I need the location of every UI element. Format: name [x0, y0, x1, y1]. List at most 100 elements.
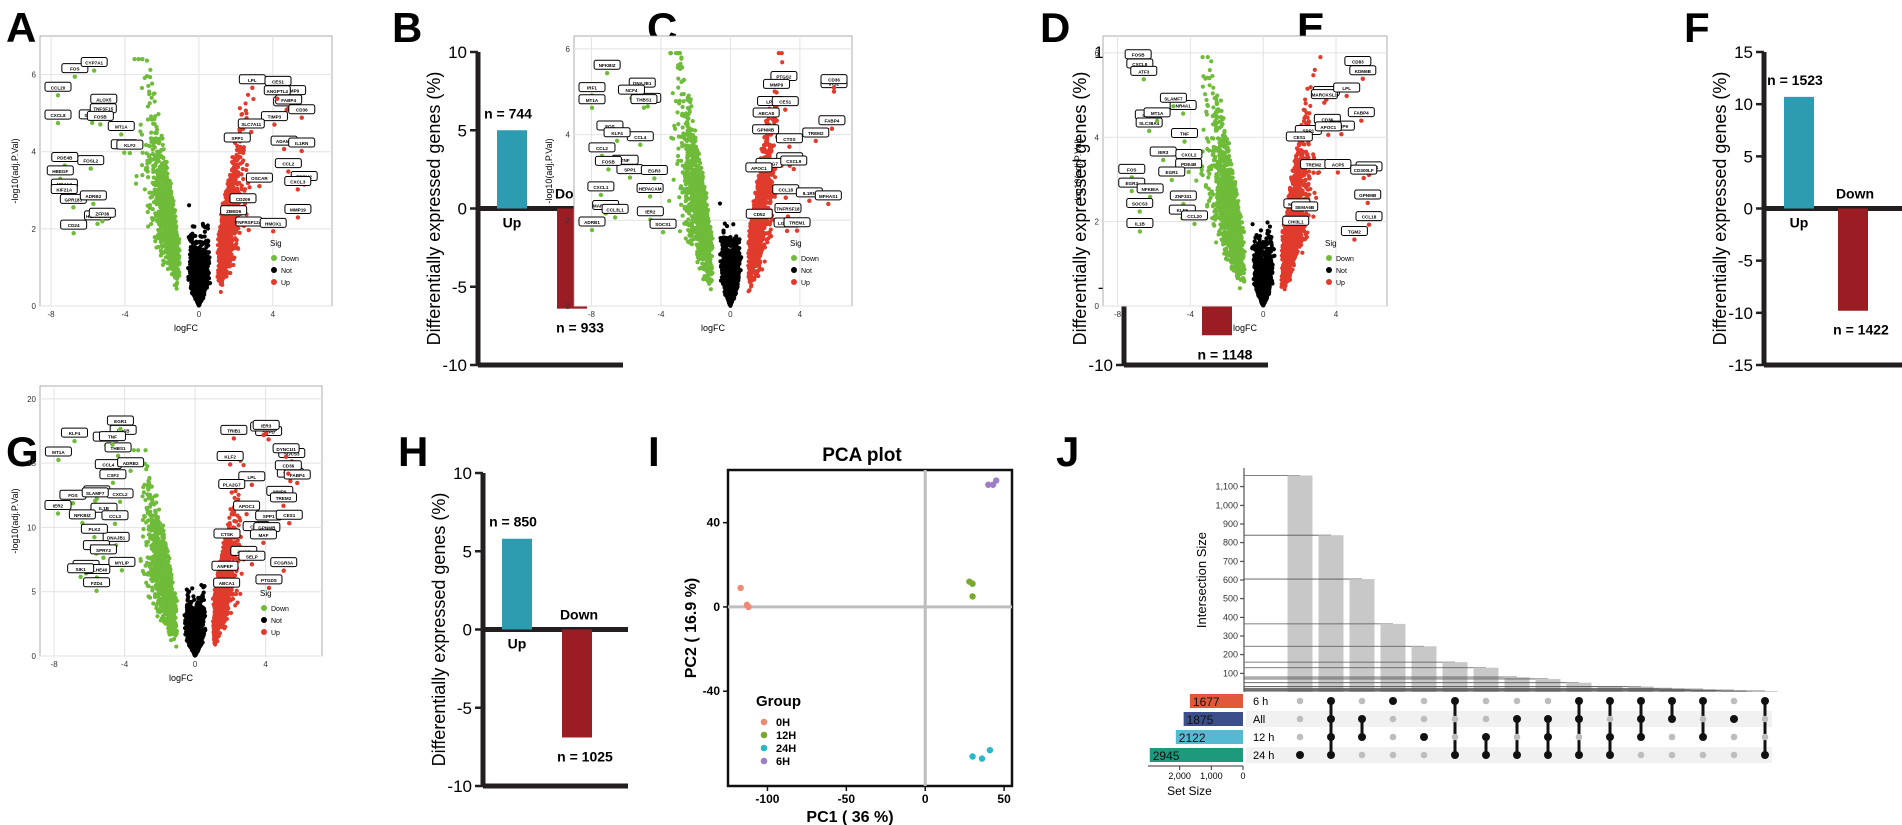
data-point: [191, 255, 197, 261]
x-tick-label: 0: [197, 310, 202, 319]
data-point: [168, 213, 173, 218]
data-point: [228, 243, 233, 248]
data-point: [156, 112, 161, 117]
y-axis-label: -log10(adj.P.Val): [10, 138, 20, 203]
data-point: [152, 117, 157, 122]
panel-label-h: H: [398, 428, 428, 475]
data-point: [155, 156, 161, 161]
data-point: [230, 183, 235, 188]
data-point: [149, 139, 154, 144]
data-point: [198, 234, 203, 239]
gene-label: TNFRSF12A: [235, 220, 262, 225]
data-point: [163, 255, 169, 260]
data-point: [190, 266, 195, 271]
data-point: [139, 132, 145, 137]
bar-up: [497, 130, 527, 209]
data-point: [217, 239, 222, 244]
data-point: [145, 169, 150, 174]
data-point: [148, 195, 153, 200]
data-point: [221, 275, 226, 280]
data-point: [227, 218, 232, 223]
data-point: [241, 176, 246, 182]
data-point: [190, 285, 195, 290]
data-point: [145, 161, 150, 166]
gene-label: SLC7A11: [241, 122, 261, 127]
gene-point: [281, 146, 287, 152]
x-tick-label: 4: [271, 310, 276, 319]
data-point: [240, 166, 245, 172]
legend-entry: Not: [281, 268, 292, 275]
data-point: [147, 92, 152, 97]
gene-point: [295, 215, 301, 220]
data-point: [157, 221, 162, 226]
data-point: [160, 183, 165, 188]
data-point: [251, 96, 256, 102]
gene-label: ALOX5: [96, 97, 112, 102]
data-point: [234, 237, 239, 243]
data-point: [162, 218, 167, 223]
data-point: [145, 209, 150, 215]
data-point: [219, 262, 224, 267]
legend-swatch: [271, 267, 277, 273]
data-point: [732, 236, 737, 241]
data-point: [158, 217, 163, 222]
data-point: [154, 245, 159, 250]
data-point: [201, 250, 207, 255]
x-axis-label: logFC: [174, 323, 199, 333]
data-point: [168, 207, 173, 212]
gene-label: KIF21A: [56, 188, 73, 193]
x-tick-label: 0: [728, 310, 733, 319]
data-point: [728, 234, 733, 240]
gene-label: ZFP36: [95, 211, 109, 216]
gene-point: [270, 229, 276, 234]
data-point: [162, 190, 168, 195]
gene-label: FOSL2: [83, 159, 98, 164]
data-point: [174, 266, 180, 271]
data-point: [234, 147, 240, 153]
data-point: [152, 91, 157, 96]
data-point: [218, 279, 223, 285]
gene-label: ANGPTL4: [267, 89, 289, 94]
data-point: [173, 214, 178, 219]
data-point: [231, 225, 236, 230]
data-point: [197, 264, 202, 269]
data-point: [731, 222, 736, 227]
data-point: [134, 174, 139, 179]
x-tick-label: -4: [657, 310, 665, 319]
data-point: [151, 121, 156, 126]
data-point: [155, 214, 160, 219]
gene-label: PDE4B: [57, 156, 73, 161]
data-point: [150, 147, 155, 152]
data-point: [200, 268, 205, 273]
data-point: [159, 187, 164, 192]
y-tick-label: 0: [458, 200, 467, 219]
data-point: [140, 150, 145, 155]
volcano-plot-c: -8 -4 0 40246logFC-log10(adj.P.Val)NFKBIZDN…: [544, 35, 853, 333]
data-point: [237, 106, 242, 111]
gene-point: [55, 120, 61, 126]
data-point: [172, 250, 177, 255]
data-point: [159, 196, 164, 201]
data-point: [244, 167, 249, 173]
gene-point: [71, 230, 76, 236]
data-point: [147, 101, 152, 106]
legend-swatch: [271, 279, 277, 285]
data-point: [143, 142, 149, 148]
data-point: [168, 247, 174, 252]
data-point: [159, 161, 165, 166]
data-point: [144, 151, 149, 156]
data-point: [204, 282, 209, 287]
gene-point: [246, 227, 251, 233]
data-point: [172, 210, 177, 215]
legend-title: Sig: [270, 239, 282, 248]
data-point: [222, 270, 227, 276]
data-point: [244, 162, 250, 168]
data-point: [150, 81, 155, 86]
gene-point: [122, 150, 127, 155]
data-point: [145, 117, 151, 122]
data-point: [175, 243, 180, 248]
y-tick-label: 10: [448, 43, 467, 62]
gene-point: [286, 169, 291, 174]
data-point: [164, 239, 169, 244]
